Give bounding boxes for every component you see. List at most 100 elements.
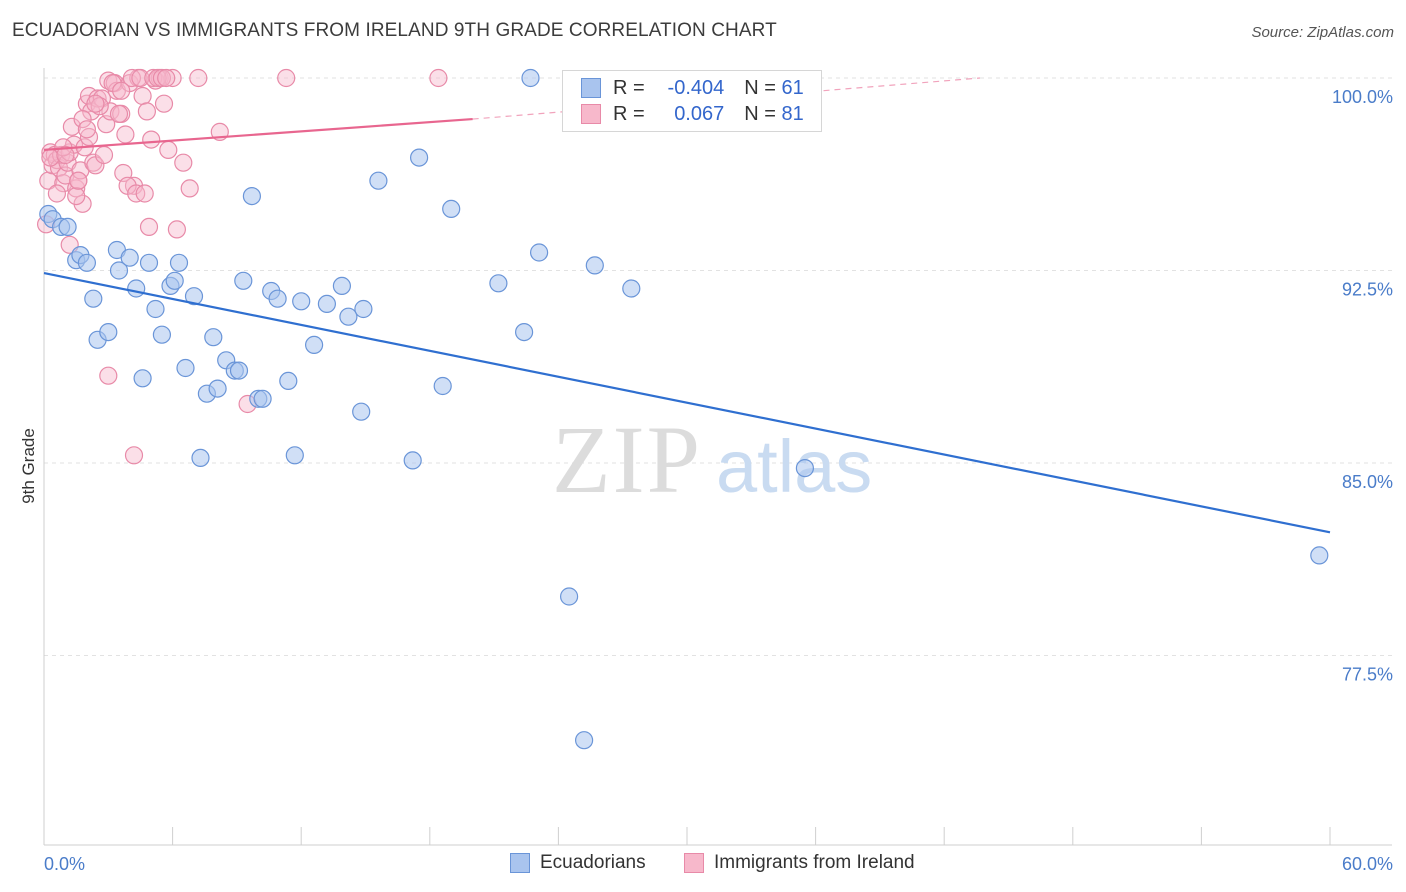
legend-r-value-pink: 0.067 xyxy=(674,102,725,125)
ireland-point xyxy=(47,184,67,203)
ecuadorian-point xyxy=(354,299,373,319)
x-tick-label-right: 60.0% xyxy=(1342,854,1393,874)
axes xyxy=(43,68,1392,846)
ireland-point xyxy=(174,153,193,172)
legend-swatch-pink xyxy=(581,104,601,124)
ecuadorian-point xyxy=(208,379,227,398)
chart-title: ECUADORIAN VS IMMIGRANTS FROM IRELAND 9T… xyxy=(12,20,777,41)
ecuadorian-point xyxy=(352,402,371,421)
ecuadorian-point xyxy=(127,279,146,298)
series-legend: Ecuadorians Immigrants from Ireland xyxy=(0,852,1406,878)
ecuadorian-point xyxy=(433,376,452,396)
ireland-point xyxy=(73,109,92,129)
ecuadorian-point xyxy=(253,389,272,408)
ecuadorian-point xyxy=(204,328,223,347)
ecuadorian-point xyxy=(120,248,139,267)
ireland-point xyxy=(67,187,86,206)
ecuadorian-point xyxy=(285,446,304,465)
x-tick-label-left: 0.0% xyxy=(44,854,85,874)
y-tick-labels: 100.0% 92.5% 85.0% 77.5% xyxy=(1332,87,1393,685)
ireland-point xyxy=(152,68,171,88)
ecuadorian-point xyxy=(77,253,97,272)
ecuadorian-points xyxy=(39,68,1329,750)
legend-n-value-blue: 61 xyxy=(781,76,804,99)
legend-n-label: N = xyxy=(744,102,776,125)
watermark-atlas: atlas xyxy=(716,425,872,508)
ireland-point xyxy=(99,366,118,385)
ecuadorian-point xyxy=(574,731,594,750)
watermark: ZIP atlas xyxy=(552,406,872,513)
series-swatch-pink xyxy=(684,853,704,873)
ecuadorian-point xyxy=(279,371,298,390)
ireland-point xyxy=(94,145,114,165)
legend-row-ecuadorians: R = -0.404 N = 61 xyxy=(581,75,804,101)
ecuadorian-point xyxy=(403,451,422,470)
ecuadorian-point xyxy=(133,369,152,388)
ireland-points xyxy=(36,68,448,465)
ecuadorian-point xyxy=(369,171,388,190)
legend-r-value-blue: -0.404 xyxy=(667,76,725,99)
ireland-point xyxy=(56,145,75,165)
ecuadorian-point xyxy=(268,289,287,308)
ecuadorian-point xyxy=(442,199,461,218)
ireland-point xyxy=(154,94,174,113)
ecuadorian-point xyxy=(176,358,195,378)
ecuadorian-point xyxy=(184,287,204,306)
legend-row-ireland: R = 0.067 N = 81 xyxy=(581,101,804,127)
legend-n-value-pink: 81 xyxy=(781,102,804,125)
source-label: Source: ZipAtlas.com xyxy=(1251,24,1394,41)
ecuadorian-point xyxy=(1310,546,1329,565)
ireland-point xyxy=(135,184,154,203)
ireland-point xyxy=(77,120,97,139)
ireland-point xyxy=(137,102,156,121)
legend-swatch-blue xyxy=(581,78,601,98)
ireland-trend-line xyxy=(43,117,473,151)
series-legend-ireland: Immigrants from Ireland xyxy=(684,852,915,874)
ireland-point xyxy=(180,179,199,198)
ecuadorian-point xyxy=(229,361,249,380)
ecuadorian-point xyxy=(191,448,210,467)
legend-r-label: R = xyxy=(613,76,645,99)
ecuadorian-point xyxy=(622,279,641,298)
correlation-legend: R = -0.404 N = 61 R = 0.067 N = 81 xyxy=(562,70,822,132)
ireland-point xyxy=(112,81,131,100)
series-swatch-blue xyxy=(510,853,530,873)
ireland-point xyxy=(189,68,208,88)
ireland-point xyxy=(86,94,105,113)
ecuadorian-point xyxy=(139,253,159,272)
ireland-point xyxy=(109,104,129,124)
ireland-point xyxy=(159,140,178,159)
ecuadorian-point xyxy=(339,307,358,326)
ecuadorian-point xyxy=(84,289,103,308)
ecuadorian-point xyxy=(234,271,253,290)
ecuadorian-point xyxy=(559,587,579,606)
ecuadorian-point xyxy=(529,243,549,262)
series-legend-label-ecuadorians: Ecuadorians xyxy=(540,852,646,873)
y-axis-label: 9th Grade xyxy=(19,428,38,504)
legend-r-label: R = xyxy=(613,102,645,125)
ecuadorian-point xyxy=(169,253,189,272)
ireland-point xyxy=(124,446,144,465)
series-legend-label-ireland: Immigrants from Ireland xyxy=(714,852,915,873)
ireland-point xyxy=(133,86,152,106)
ireland-point xyxy=(167,220,186,239)
ecuadorian-point xyxy=(292,292,311,311)
ireland-point xyxy=(429,68,448,88)
ecuadorian-point xyxy=(514,323,534,342)
y-tick-label: 100.0% xyxy=(1332,87,1393,107)
ecuadorian-point xyxy=(152,325,171,344)
ecuadorian-point xyxy=(585,256,604,275)
ireland-point xyxy=(142,130,161,149)
ecuadorian-point xyxy=(317,294,336,313)
y-tick-label: 92.5% xyxy=(1342,280,1393,300)
ecuadorian-point xyxy=(109,261,129,280)
ireland-point xyxy=(277,68,296,88)
ecuadorian-point xyxy=(410,148,429,167)
y-tick-label: 85.0% xyxy=(1342,472,1393,492)
ecuadorian-point xyxy=(795,459,815,478)
y-tick-label: 77.5% xyxy=(1342,665,1393,685)
ecuadorian-point xyxy=(305,335,324,354)
series-legend-ecuadorians: Ecuadorians xyxy=(510,852,646,874)
ecuadorian-point xyxy=(489,274,508,293)
